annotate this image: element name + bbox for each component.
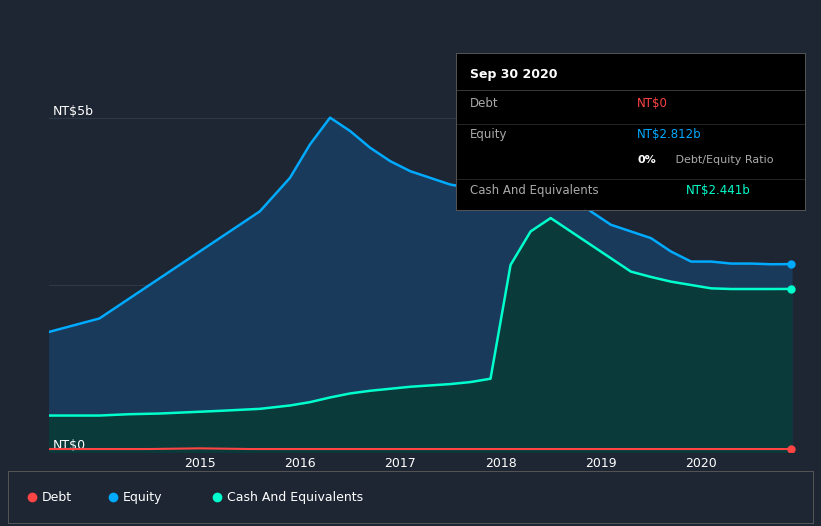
Text: Debt/Equity Ratio: Debt/Equity Ratio (672, 155, 773, 165)
Text: NT$5b: NT$5b (53, 105, 94, 118)
Text: 0%: 0% (637, 155, 656, 165)
Text: NT$0: NT$0 (637, 97, 668, 110)
Text: Equity: Equity (122, 491, 162, 503)
Text: Debt: Debt (42, 491, 72, 503)
Text: Equity: Equity (470, 128, 507, 141)
Text: NT$2.441b: NT$2.441b (686, 184, 750, 197)
Text: Cash And Equivalents: Cash And Equivalents (227, 491, 363, 503)
Text: Sep 30 2020: Sep 30 2020 (470, 68, 557, 82)
Text: Debt: Debt (470, 97, 498, 110)
Text: NT$2.812b: NT$2.812b (637, 128, 702, 141)
Text: Cash And Equivalents: Cash And Equivalents (470, 184, 599, 197)
Text: NT$0: NT$0 (53, 439, 86, 452)
